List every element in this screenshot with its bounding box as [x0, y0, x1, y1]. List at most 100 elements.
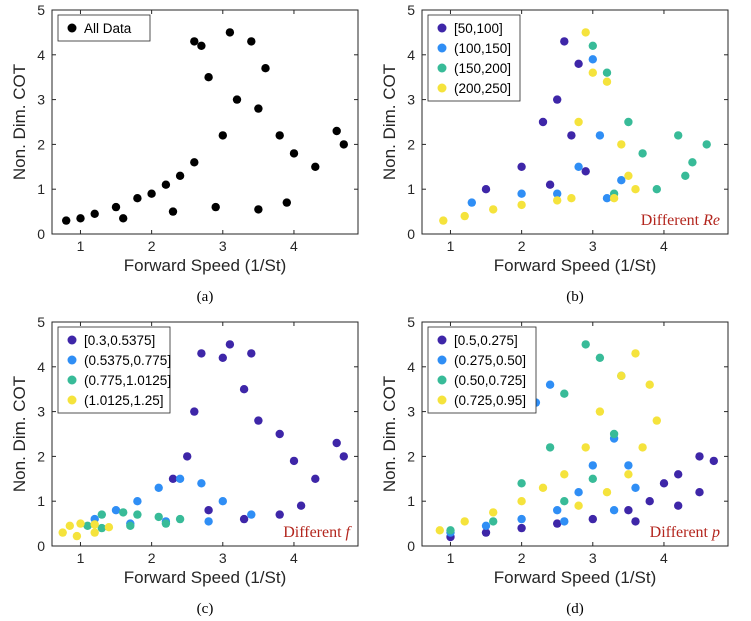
legend-marker	[437, 83, 447, 93]
data-point-0-16	[239, 514, 249, 524]
data-point-1-6	[218, 497, 227, 506]
data-point-3-14	[602, 488, 612, 497]
legend-marker	[437, 23, 447, 33]
data-point-3-8	[602, 77, 612, 86]
data-point-0-4	[588, 514, 597, 524]
annotation: Different p	[650, 524, 720, 541]
data-point-3-2	[489, 205, 498, 214]
data-point-0-7	[239, 385, 249, 394]
legend-entry: (0.5375,0.775]	[84, 353, 171, 368]
y-tick-label: 2	[407, 136, 415, 152]
data-point-3-5	[90, 528, 99, 537]
y-tick-label: 4	[407, 359, 415, 375]
data-point-0-22	[339, 140, 348, 149]
data-point-3-4	[538, 483, 548, 492]
data-point-0-6	[567, 131, 576, 140]
y-tick-label: 2	[37, 136, 45, 152]
data-point-0-6	[247, 349, 256, 358]
data-point-0-3	[111, 202, 121, 212]
x-tick-label: 4	[290, 238, 298, 254]
data-point-3-11	[631, 185, 640, 194]
data-point-0-11	[204, 73, 213, 82]
x-tick-label: 3	[589, 550, 597, 566]
data-point-0-26	[168, 207, 178, 216]
data-point-2-5	[175, 514, 185, 524]
data-point-0-9	[190, 37, 199, 46]
data-point-3-10	[624, 171, 633, 180]
x-tick-label: 3	[219, 238, 227, 254]
y-tick-label: 0	[407, 226, 415, 242]
x-tick-label: 3	[219, 550, 227, 566]
data-point-0-15	[247, 37, 256, 46]
data-point-1-0	[467, 198, 476, 207]
data-point-0-2	[517, 523, 526, 533]
y-tick-label: 5	[37, 2, 45, 18]
data-point-3-15	[574, 501, 583, 510]
data-point-0-6	[161, 180, 171, 189]
data-point-0-18	[275, 131, 284, 140]
data-point-0-8	[545, 180, 555, 189]
data-point-1-7	[553, 189, 562, 198]
y-tick-label: 2	[407, 448, 415, 464]
x-tick-label: 2	[148, 550, 156, 566]
data-point-0-0	[61, 216, 71, 225]
data-point-1-2	[574, 162, 583, 171]
x-axis-label: Forward Speed (1/St)	[494, 256, 657, 275]
data-point-0-9	[695, 452, 704, 461]
y-tick-label: 3	[407, 92, 415, 108]
data-point-0-20	[311, 162, 320, 171]
data-point-3-6	[72, 531, 82, 541]
data-point-2-1	[97, 510, 107, 519]
data-point-0-14	[296, 501, 306, 510]
data-point-1-4	[574, 488, 583, 497]
y-tick-label: 4	[37, 359, 45, 375]
data-point-0-1	[76, 214, 85, 223]
data-point-0-15	[275, 510, 284, 519]
legend-marker	[67, 355, 77, 365]
data-point-3-0	[439, 216, 448, 225]
panel-caption: (a)	[197, 289, 214, 305]
data-point-2-1	[489, 517, 498, 526]
data-point-0-13	[631, 517, 640, 526]
data-point-0-4	[218, 353, 227, 362]
data-point-2-6	[702, 140, 711, 149]
x-axis-label: Forward Speed (1/St)	[124, 256, 287, 275]
legend-marker	[67, 375, 77, 385]
data-point-0-8	[254, 416, 263, 425]
x-tick-label: 2	[518, 550, 526, 566]
data-point-3-0	[58, 528, 67, 537]
data-point-1-10	[560, 517, 569, 526]
data-point-3-13	[624, 470, 633, 479]
data-point-3-11	[652, 416, 661, 425]
data-point-2-5	[688, 158, 697, 167]
data-point-1-8	[631, 483, 640, 492]
data-point-0-3	[197, 349, 206, 358]
data-point-2-0	[446, 526, 455, 535]
y-tick-label: 1	[407, 181, 415, 197]
x-tick-label: 3	[589, 238, 597, 254]
annotation: Different f	[283, 524, 352, 541]
legend-marker	[437, 375, 447, 385]
panel-caption: (c)	[197, 601, 214, 617]
data-point-1-1	[481, 521, 491, 530]
x-axis-label: Forward Speed (1/St)	[124, 568, 287, 587]
y-tick-label: 3	[407, 404, 415, 420]
data-point-3-4	[104, 523, 114, 532]
legend-entry: (0.725,0.95]	[454, 393, 526, 408]
x-tick-label: 4	[660, 238, 668, 254]
data-point-3-10	[645, 380, 654, 389]
data-point-0-12	[218, 131, 227, 140]
data-point-1-3	[154, 483, 163, 492]
data-point-0-23	[282, 198, 291, 207]
data-point-2-5	[581, 340, 590, 349]
y-tick-label: 2	[37, 448, 45, 464]
data-point-2-8	[652, 185, 661, 194]
legend-marker	[67, 335, 77, 345]
x-tick-label: 1	[77, 550, 85, 566]
data-point-2-10	[560, 497, 569, 506]
data-point-3-1	[460, 517, 469, 526]
data-point-0-5	[225, 340, 235, 349]
data-point-0-24	[254, 205, 263, 214]
data-point-3-4	[553, 196, 562, 205]
